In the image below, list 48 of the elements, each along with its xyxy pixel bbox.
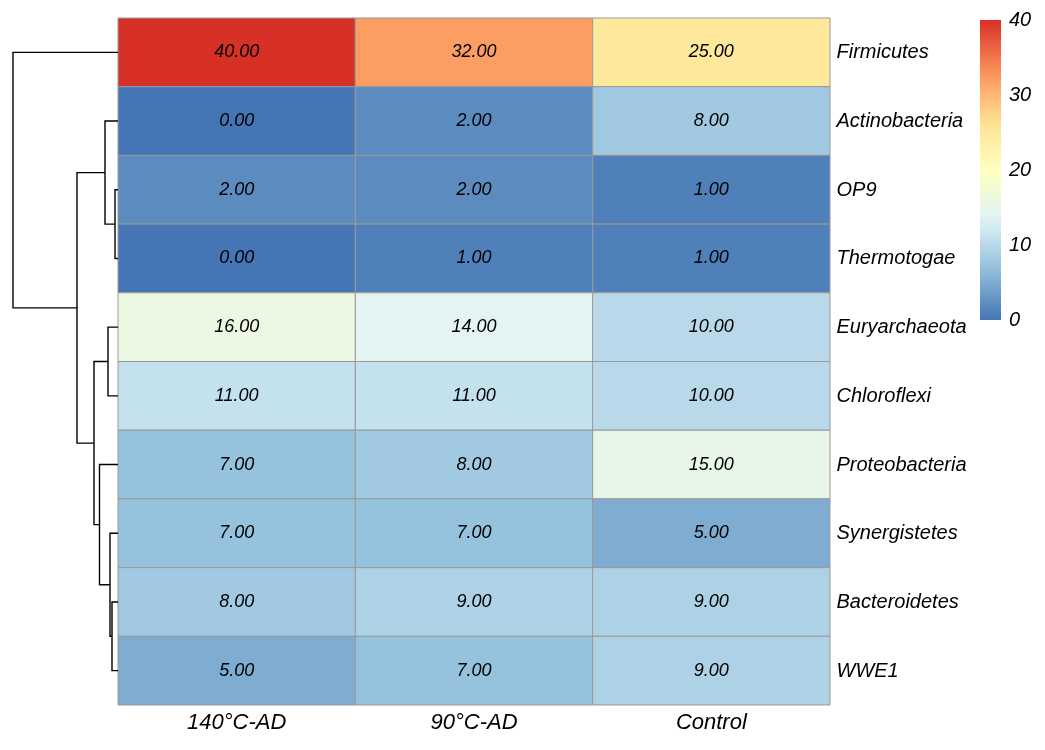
data-label: 16.00 bbox=[214, 316, 260, 337]
data-label: 9.00 bbox=[693, 590, 729, 611]
data-label: 2.00 bbox=[455, 110, 492, 131]
data-label: 7.00 bbox=[456, 659, 492, 680]
data-label: 25.00 bbox=[687, 41, 734, 62]
y-tick-label: Euryarchaeota bbox=[836, 315, 967, 338]
y-tick-label: Proteobacteria bbox=[836, 452, 967, 475]
data-label: 2.00 bbox=[218, 178, 255, 199]
data-label: 9.00 bbox=[456, 590, 492, 611]
data-label: 11.00 bbox=[214, 384, 259, 405]
x-tick-label: 140°C-AD bbox=[187, 708, 287, 734]
data-label: 0.00 bbox=[219, 247, 255, 268]
data-label: 40.00 bbox=[214, 41, 260, 62]
y-tick-label: Thermotogae bbox=[836, 246, 956, 269]
x-tick-label: Control bbox=[675, 708, 748, 734]
data-label: 2.00 bbox=[455, 178, 492, 199]
data-label: 14.00 bbox=[451, 316, 497, 337]
color-bar-label: 10 bbox=[1009, 233, 1032, 255]
data-label: 10.00 bbox=[688, 316, 734, 337]
y-tick-label: WWE1 bbox=[836, 658, 899, 681]
y-tick-label: Bacteroidetes bbox=[836, 589, 959, 612]
y-tick-label: Actinobacteria bbox=[835, 109, 964, 132]
data-label: 11.00 bbox=[452, 384, 496, 405]
data-label: 7.00 bbox=[456, 522, 492, 543]
y-tick-label: Chloroflexi bbox=[836, 383, 932, 406]
data-label: 7.00 bbox=[219, 453, 255, 474]
y-tick-label: Firmicutes bbox=[836, 40, 929, 63]
data-label: 8.00 bbox=[456, 453, 492, 474]
y-tick-label: OP9 bbox=[836, 177, 877, 200]
data-label: 0.00 bbox=[219, 110, 255, 131]
data-label: 5.00 bbox=[219, 659, 255, 680]
color-bar-label: 30 bbox=[1009, 83, 1032, 105]
data-label: 1.00 bbox=[456, 247, 492, 268]
data-label: 15.00 bbox=[688, 453, 734, 474]
y-tick-label: Synergistetes bbox=[836, 521, 958, 544]
color-bar-label: 20 bbox=[1008, 158, 1032, 180]
data-label: 7.00 bbox=[219, 522, 255, 543]
data-label: 8.00 bbox=[693, 110, 729, 131]
data-label: 8.00 bbox=[219, 590, 255, 611]
data-label: 5.00 bbox=[693, 522, 729, 543]
data-label: 32.00 bbox=[451, 41, 497, 62]
data-label: 1.00 bbox=[693, 247, 729, 268]
x-tick-label: 90°C-AD bbox=[430, 708, 518, 734]
data-label: 1.00 bbox=[693, 178, 729, 199]
color-bar-label: 40 bbox=[1009, 8, 1032, 30]
data-label: 9.00 bbox=[693, 659, 729, 680]
color-bar-label: 0 bbox=[1009, 308, 1021, 330]
data-label: 10.00 bbox=[688, 384, 734, 405]
